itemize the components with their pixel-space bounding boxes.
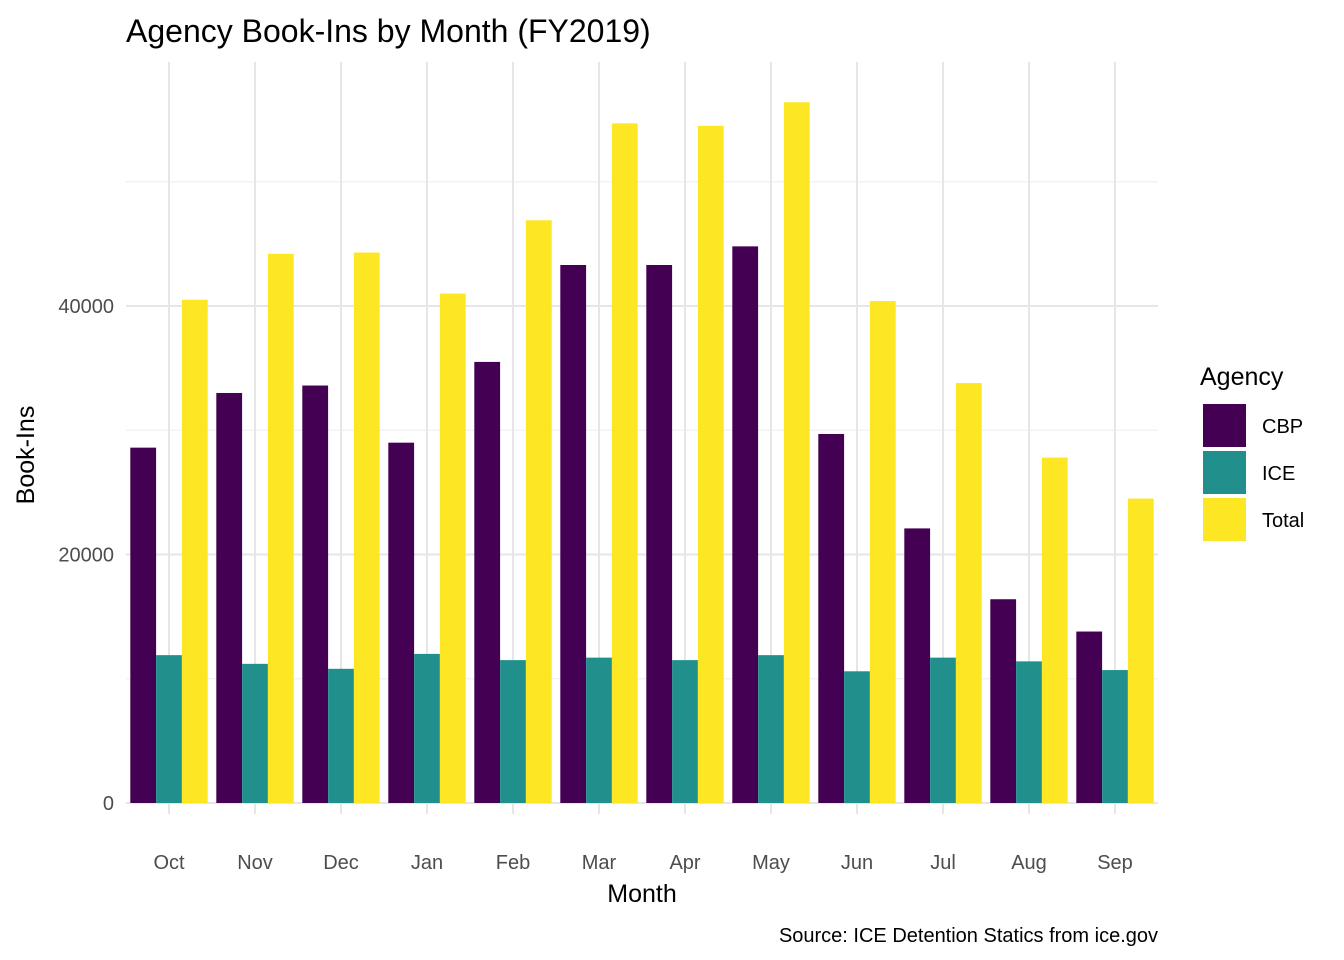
bar-cbp-oct	[130, 447, 157, 803]
x-tick-label: Apr	[669, 852, 700, 874]
legend-swatch-total	[1203, 498, 1246, 541]
bar-total-dec	[353, 252, 380, 803]
chart-caption: Source: ICE Detention Statics from ice.g…	[779, 925, 1158, 947]
bar-cbp-jul	[904, 528, 931, 803]
bar-ice-jul	[930, 657, 956, 803]
x-axis-ticks: Oct Nov Dec Jan Feb Mar Apr May Jun Jul Aug Sep	[153, 852, 1132, 874]
y-tick-label: 0	[103, 793, 114, 815]
x-tick-label: Jul	[930, 852, 956, 874]
bar-total-nov	[267, 253, 294, 803]
bar-ice-dec	[328, 668, 354, 803]
x-tick-label: May	[752, 852, 790, 874]
legend-title: Agency	[1200, 363, 1284, 391]
bar-total-may	[783, 102, 810, 804]
x-tick-label: Aug	[1011, 852, 1047, 874]
bar-cbp-feb	[474, 361, 501, 803]
bar-cbp-sep	[1076, 631, 1103, 803]
bar-total-jul	[955, 383, 982, 803]
bar-cbp-aug	[990, 599, 1017, 803]
bar-cbp-apr	[646, 264, 673, 803]
x-tick-label: Feb	[496, 852, 530, 874]
bar-ice-may	[758, 655, 784, 803]
bar-total-mar	[611, 123, 638, 804]
bar-total-aug	[1041, 457, 1068, 803]
bar-cbp-mar	[560, 264, 587, 803]
bar-ice-oct	[156, 655, 182, 803]
bar-total-sep	[1127, 498, 1154, 803]
x-tick-label: Jan	[411, 852, 443, 874]
bars	[130, 102, 1154, 804]
bar-ice-feb	[500, 660, 526, 803]
bar-ice-sep	[1102, 670, 1128, 803]
x-tick-label: Sep	[1097, 852, 1133, 874]
y-tick-label: 20000	[58, 545, 114, 567]
bar-ice-mar	[586, 657, 612, 803]
legend-label-cbp: CBP	[1262, 416, 1303, 438]
x-axis-title: Month	[607, 880, 676, 908]
y-axis-title: Book-Ins	[12, 406, 40, 505]
bar-total-jun	[869, 301, 896, 803]
x-tick-label: Dec	[323, 852, 359, 874]
bar-ice-aug	[1016, 661, 1042, 803]
legend-items: CBP ICE Total	[1203, 404, 1304, 541]
bar-ice-jun	[844, 671, 870, 803]
y-axis-ticks: 0 20000 40000	[58, 296, 114, 815]
legend-swatch-ice	[1203, 451, 1246, 494]
bar-cbp-jan	[388, 442, 415, 803]
bar-cbp-jun	[818, 433, 845, 803]
bar-ice-jan	[414, 653, 440, 803]
bar-total-jan	[439, 293, 466, 803]
y-tick-label: 40000	[58, 296, 114, 318]
legend: Agency CBP ICE Total	[1200, 363, 1304, 541]
legend-swatch-cbp	[1203, 404, 1246, 447]
legend-label-ice: ICE	[1262, 463, 1295, 485]
legend-label-total: Total	[1262, 510, 1304, 532]
bar-total-feb	[525, 220, 552, 803]
chart-title: Agency Book-Ins by Month (FY2019)	[126, 13, 651, 49]
bar-cbp-may	[732, 246, 759, 804]
bar-ice-apr	[672, 660, 698, 803]
x-tick-label: Mar	[582, 852, 617, 874]
bar-cbp-dec	[302, 385, 329, 803]
bar-cbp-nov	[216, 392, 243, 803]
bar-ice-nov	[242, 663, 268, 803]
x-tick-label: Oct	[153, 852, 185, 874]
bar-total-oct	[181, 299, 208, 803]
x-tick-label: Nov	[237, 852, 273, 874]
bar-total-apr	[697, 125, 724, 803]
x-tick-label: Jun	[841, 852, 873, 874]
